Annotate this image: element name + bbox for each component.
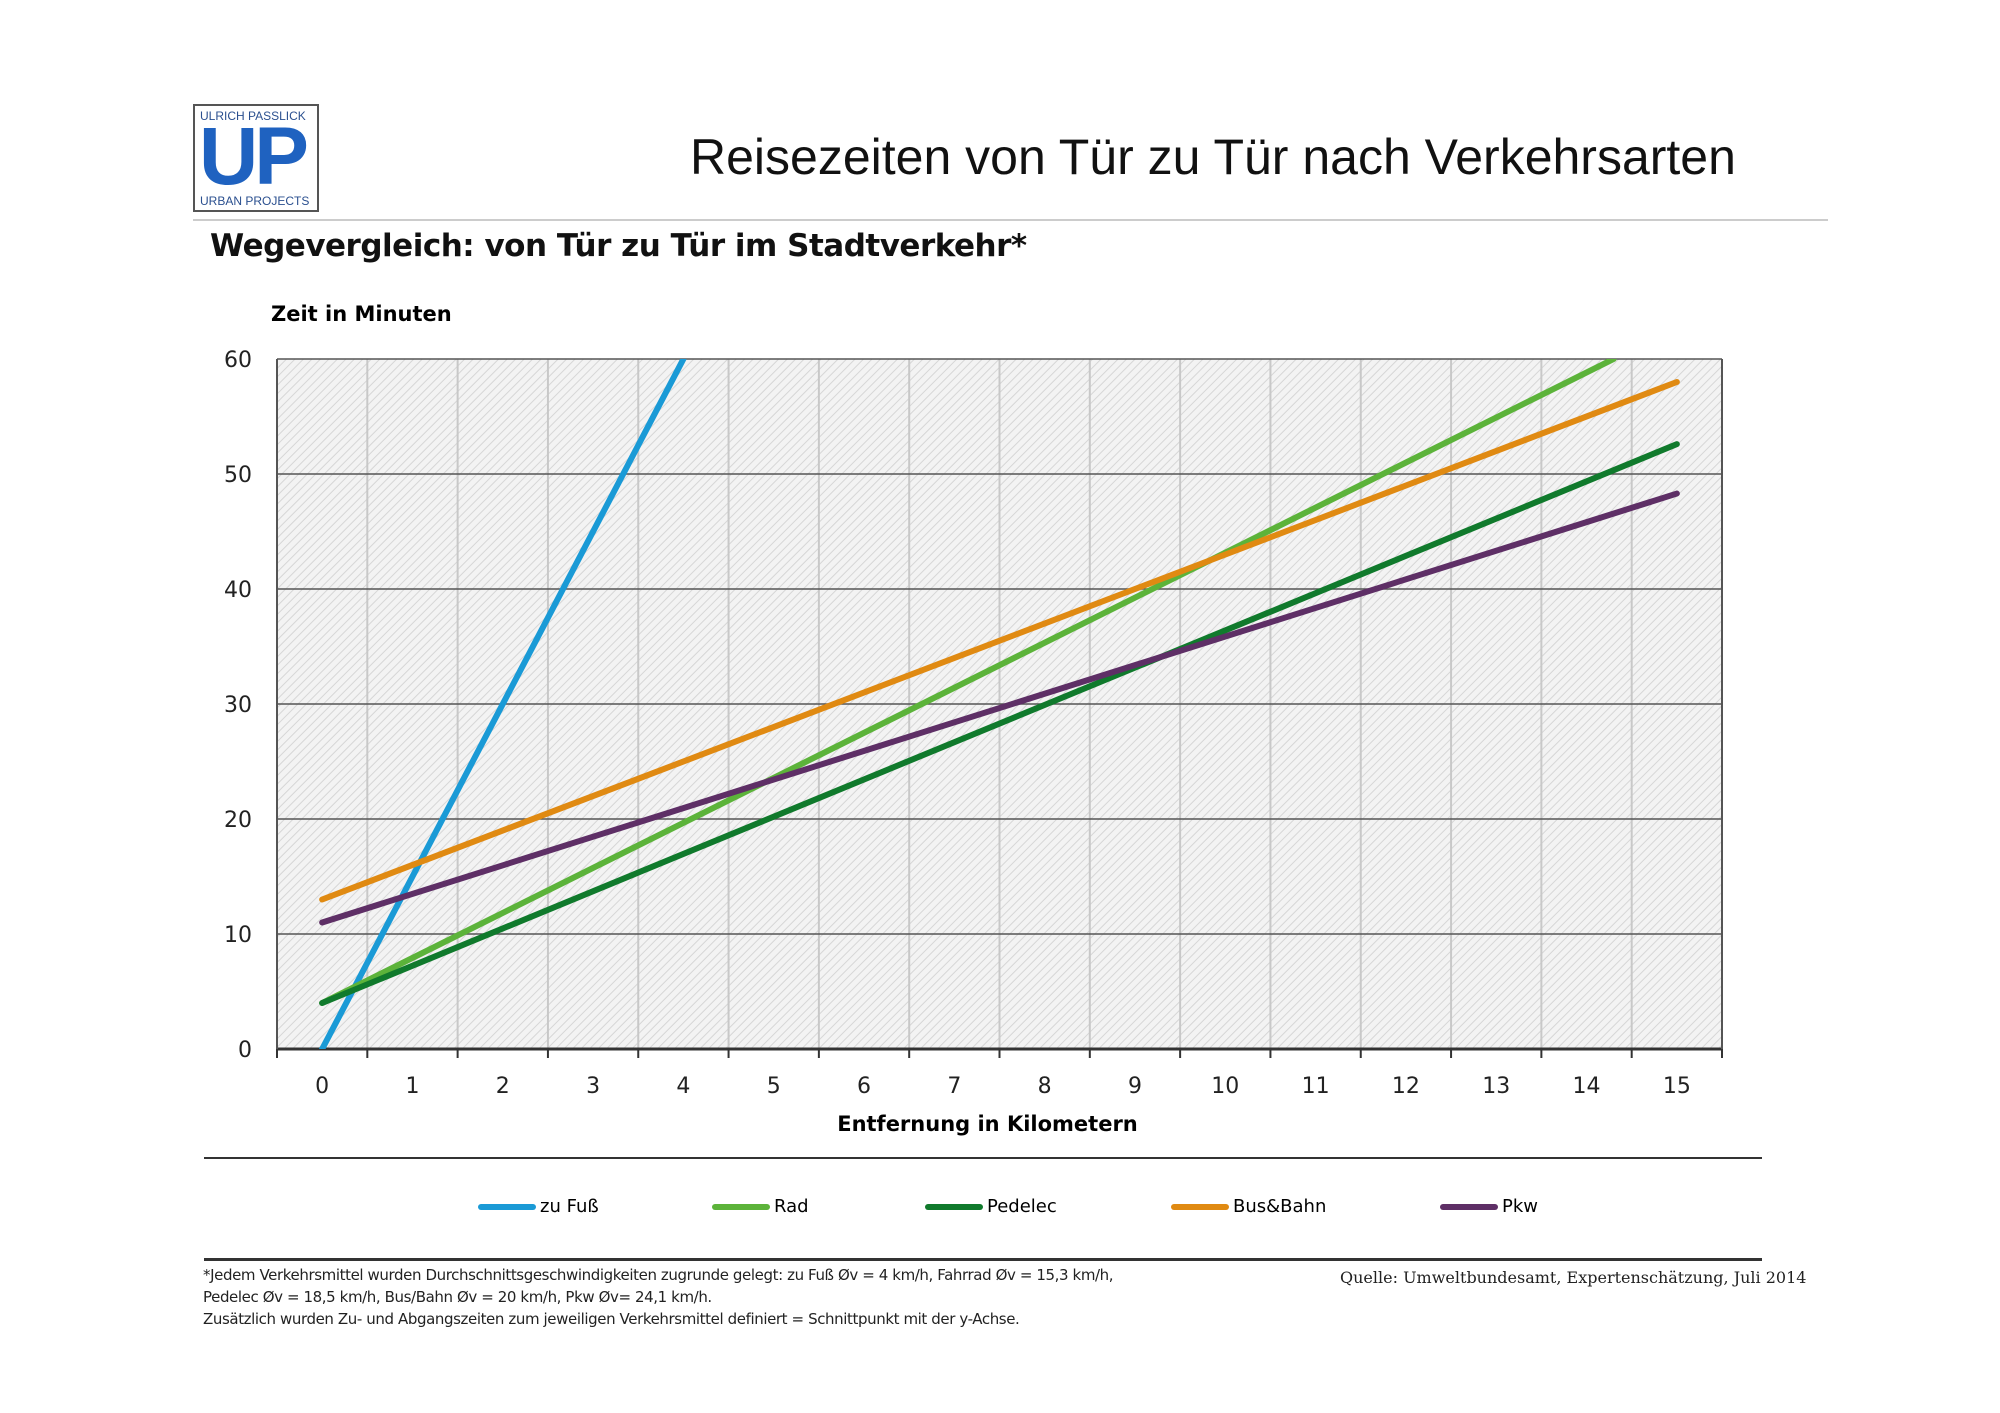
legend-label: Pedelec xyxy=(987,1196,1057,1217)
x-tick-label: 4 xyxy=(676,1074,690,1099)
header-divider xyxy=(193,219,1828,221)
legend-label: Rad xyxy=(774,1196,809,1217)
page-title: Reisezeiten von Tür zu Tür nach Verkehrs… xyxy=(690,129,1736,185)
x-tick-label: 10 xyxy=(1211,1074,1239,1099)
legend-swatch xyxy=(1171,1203,1229,1210)
x-tick-label: 9 xyxy=(1128,1074,1142,1099)
legend-swatch xyxy=(712,1203,770,1210)
x-tick-label: 1 xyxy=(405,1074,419,1099)
x-tick-label: 2 xyxy=(496,1074,510,1099)
chart-title: Wegevergleich: von Tür zu Tür im Stadtve… xyxy=(210,228,1027,264)
x-axis-label: Entfernung in Kilometern xyxy=(837,1112,1138,1136)
legend-item: zu Fuß xyxy=(478,1196,599,1217)
legend-label: Pkw xyxy=(1502,1196,1538,1217)
footnote-line: Zusätzlich wurden Zu- und Abgangszeiten … xyxy=(203,1310,1020,1328)
series-line-pkw xyxy=(319,490,1680,926)
logo: ULRICH PASSLICK UP URBAN PROJECTS xyxy=(193,104,319,212)
legend-swatch xyxy=(478,1203,536,1210)
y-tick-label: 20 xyxy=(224,808,252,833)
legend-item: Bus&Bahn xyxy=(1171,1196,1326,1217)
y-axis-label: Zeit in Minuten xyxy=(271,302,452,326)
legend-item: Pkw xyxy=(1440,1196,1538,1217)
series-line-rad xyxy=(319,359,1617,1006)
logo-letters: UP xyxy=(199,111,309,202)
x-tick-label: 12 xyxy=(1392,1074,1420,1099)
y-tick-label: 60 xyxy=(224,348,252,373)
x-tick-label: 0 xyxy=(315,1074,329,1099)
legend-item: Pedelec xyxy=(925,1196,1057,1217)
divider xyxy=(204,1157,1762,1159)
source: Quelle: Umweltbundesamt, Expertenschätzu… xyxy=(1340,1268,1807,1287)
legend-label: zu Fuß xyxy=(540,1196,599,1217)
legend-swatch xyxy=(1440,1203,1498,1210)
x-tick-label: 13 xyxy=(1482,1074,1510,1099)
x-tick-label: 8 xyxy=(1038,1074,1052,1099)
y-tick-label: 50 xyxy=(224,463,252,488)
series-line-pedelec xyxy=(319,441,1680,1006)
series-line-zu-fu- xyxy=(319,359,687,1049)
y-tick-label: 30 xyxy=(224,693,252,718)
y-tick-label: 10 xyxy=(224,923,252,948)
footnote-line: *Jedem Verkehrsmittel wurden Durchschnit… xyxy=(203,1266,1114,1284)
legend-item: Rad xyxy=(712,1196,809,1217)
y-tick-label: 40 xyxy=(224,578,252,603)
x-tick-label: 14 xyxy=(1573,1074,1601,1099)
divider xyxy=(204,1258,1762,1261)
x-tick-label: 3 xyxy=(586,1074,600,1099)
y-tick-label: 0 xyxy=(238,1038,252,1063)
x-tick-label: 5 xyxy=(767,1074,781,1099)
logo-top-text: ULRICH PASSLICK xyxy=(200,109,306,123)
legend-label: Bus&Bahn xyxy=(1233,1196,1327,1217)
x-tick-label: 11 xyxy=(1302,1074,1330,1099)
x-tick-label: 6 xyxy=(857,1074,871,1099)
x-tick-label: 7 xyxy=(947,1074,961,1099)
footnote-line: Pedelec Øv = 18,5 km/h, Bus/Bahn Øv = 20… xyxy=(203,1288,712,1306)
legend-swatch xyxy=(925,1203,983,1210)
x-tick-label: 15 xyxy=(1663,1074,1691,1099)
logo-bottom-text: URBAN PROJECTS xyxy=(200,194,310,208)
series-line-bus-bahn xyxy=(319,379,1680,903)
